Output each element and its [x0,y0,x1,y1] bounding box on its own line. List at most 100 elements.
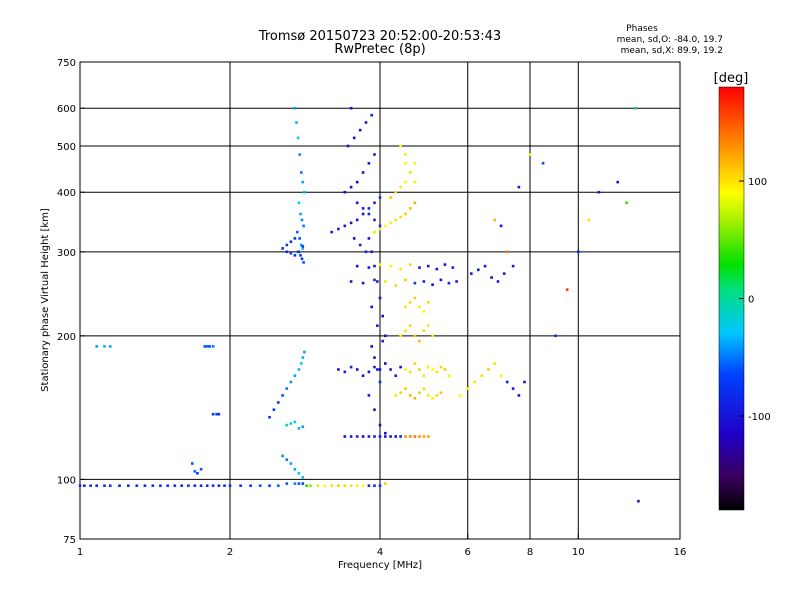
data-point [296,230,299,234]
data-point [370,250,373,254]
data-point [361,207,365,210]
data-point [272,408,276,411]
data-point [451,266,455,269]
data-point [413,435,417,438]
data-point [389,435,392,438]
data-point [281,454,284,458]
data-point [281,247,284,250]
data-point [408,324,412,327]
data-point [361,171,365,174]
data-point [384,431,387,435]
data-point [384,362,387,365]
data-point [355,435,359,438]
data-point [293,237,297,240]
data-point [355,180,359,184]
data-point [490,276,493,279]
data-point [373,230,376,234]
data-point [511,387,515,390]
data-point [422,387,426,390]
data-point [199,484,203,487]
data-point [285,387,289,390]
data-point [89,484,92,487]
data-point [427,324,430,327]
data-point [404,387,407,390]
data-point [215,412,218,416]
data-point [95,484,98,487]
x-tick-label: 6 [465,547,471,558]
data-point [480,374,483,377]
data-point [459,394,462,397]
data-point [301,482,305,485]
data-point [103,484,106,487]
data-point [373,484,376,487]
data-point [413,296,417,300]
data-point [323,484,327,487]
data-point [373,356,376,359]
data-point [349,280,353,283]
data-point [408,394,412,397]
data-point [499,374,503,377]
data-point [349,185,353,189]
data-point [528,153,532,156]
data-point [511,264,515,268]
data-point [349,365,353,369]
data-point [493,362,497,365]
data-point [159,484,162,487]
data-point [223,484,226,487]
data-point [298,153,301,156]
data-point [228,484,232,487]
data-point [196,472,199,475]
data-point [208,345,211,348]
data-point [343,435,347,438]
data-point [187,484,190,487]
data-point [289,380,293,384]
data-point [355,201,359,205]
data-point [466,387,469,390]
data-point [447,374,451,377]
data-point [399,144,402,148]
data-point [505,250,509,254]
data-point [302,261,305,264]
data-point [300,243,303,247]
data-point [384,224,387,228]
phase-info-x: mean, sd,X: 89.9, 19.2 [621,46,723,56]
data-point [427,394,430,397]
data-point [378,435,382,438]
y-tick-label: 400 [57,188,76,199]
data-point [637,499,640,503]
data-point [384,334,387,338]
data-point [151,484,155,487]
data-point [249,484,252,487]
data-point [413,362,417,365]
data-point [373,435,376,438]
data-point [293,374,297,377]
data-point [211,345,215,348]
data-point [384,280,387,283]
data-point [289,462,293,465]
data-point [523,380,526,384]
data-point [298,237,301,240]
data-point [399,391,402,394]
data-point [191,462,194,465]
data-point [373,365,376,369]
data-point [517,185,521,189]
data-point [300,257,304,261]
data-point [505,380,509,384]
data-point [361,212,365,216]
data-point [404,305,407,309]
data-point [355,218,359,222]
data-point [587,218,591,222]
data-point [455,280,458,283]
data-point [418,339,421,343]
data-point [435,370,439,374]
data-point [597,190,601,194]
data-point [431,283,434,286]
data-point [373,278,376,282]
data-point [297,368,301,371]
data-point [373,153,376,156]
chart-subtitle: RwPretec (8p) [334,42,425,57]
data-point [349,484,353,487]
data-point [418,435,421,438]
data-point [404,368,407,371]
data-point [293,468,297,471]
